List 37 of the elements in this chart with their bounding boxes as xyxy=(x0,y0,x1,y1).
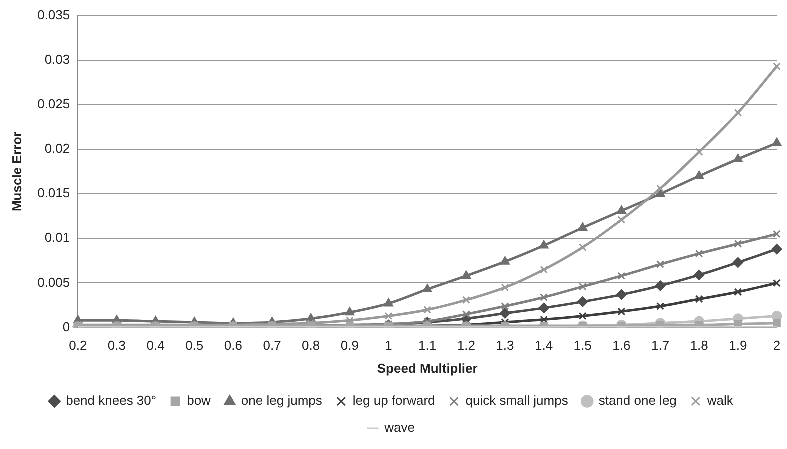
x-tick-label: 1.1 xyxy=(418,338,437,354)
x-tick-label: 0.2 xyxy=(69,338,88,354)
x-tick-label: 1.7 xyxy=(651,338,670,354)
legend-label: bend knees 30° xyxy=(66,393,157,408)
legend-label: leg up forward xyxy=(352,393,436,408)
y-tick-label: 0.01 xyxy=(44,230,70,246)
y-tick-label: 0.03 xyxy=(44,52,70,67)
legend-label: quick small jumps xyxy=(466,393,569,408)
x-tick-label: 0.5 xyxy=(186,338,204,354)
x-tick-label: 0.7 xyxy=(263,338,282,354)
x-tick-label: 1.3 xyxy=(496,338,514,354)
x-tick-label: 1.8 xyxy=(690,338,708,354)
legend-label: wave xyxy=(384,420,415,436)
y-axis-title: Muscle Error xyxy=(9,132,24,212)
legend-label: walk xyxy=(706,393,734,408)
y-tick-label: 0.025 xyxy=(38,96,70,112)
y-tick-label: 0.035 xyxy=(38,7,70,22)
legend-label: stand one leg xyxy=(598,393,677,408)
x-tick-label: 1.6 xyxy=(612,338,631,354)
x-axis-title: Speed Multiplier xyxy=(377,360,478,376)
x-tick-label: 0.3 xyxy=(108,338,126,354)
x-tick-label: 1.9 xyxy=(729,338,748,354)
x-tick-label: 0.8 xyxy=(302,338,320,354)
x-tick-label: 0.9 xyxy=(340,338,359,354)
x-tick-label: 1.2 xyxy=(457,338,476,354)
x-tick-label: 1.5 xyxy=(574,338,592,354)
legend-label: bow xyxy=(187,393,212,408)
y-tick-label: 0.005 xyxy=(38,274,70,290)
legend-label: one leg jumps xyxy=(241,393,323,408)
x-tick-label: 0.4 xyxy=(146,338,165,354)
y-tick-label: 0.02 xyxy=(44,141,70,156)
y-tick-label: 0.015 xyxy=(38,186,70,201)
y-tick-label: 0 xyxy=(62,319,70,334)
x-tick-label: 1 xyxy=(385,338,392,354)
x-tick-label: 0.6 xyxy=(224,338,242,354)
x-tick-label: 1.4 xyxy=(535,338,554,354)
x-tick-label: 2 xyxy=(773,338,781,354)
